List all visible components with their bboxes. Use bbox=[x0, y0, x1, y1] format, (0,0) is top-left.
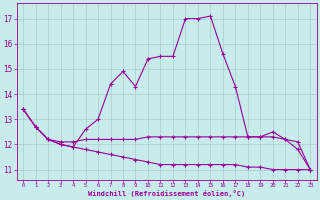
X-axis label: Windchill (Refroidissement éolien,°C): Windchill (Refroidissement éolien,°C) bbox=[88, 190, 245, 197]
